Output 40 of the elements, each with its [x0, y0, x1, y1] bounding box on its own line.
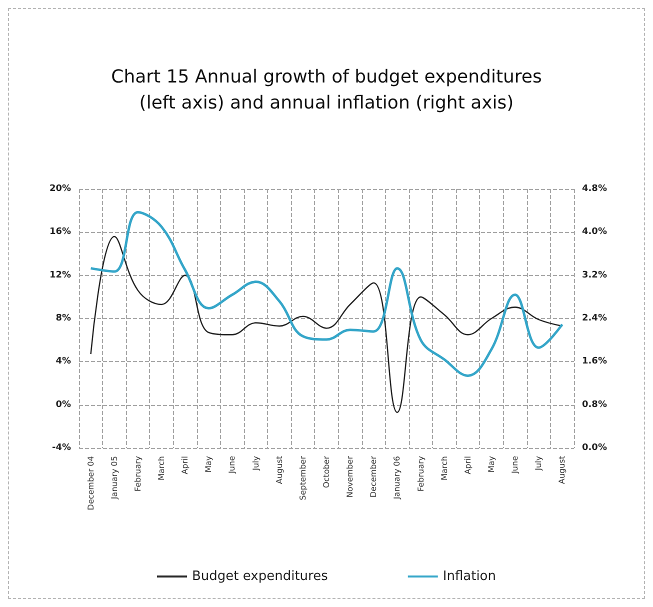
x-tick-label: July — [534, 456, 544, 472]
chart-title: Chart 15 Annual growth of budget expenditures (left axis) and annual inflation (right axis) — [111, 66, 542, 114]
y-tick-label: 16% — [49, 227, 71, 238]
x-tick-label: April — [463, 456, 472, 474]
y-tick-label: -4% — [52, 443, 71, 453]
y2-tick-label: 0.0% — [582, 443, 607, 453]
x-tick-label: November — [346, 455, 355, 498]
x-tick-label: January 06 — [392, 456, 402, 500]
x-tick-label: May — [204, 456, 214, 473]
y-tick-label: 12% — [49, 270, 71, 280]
legend-label: Inflation — [442, 569, 496, 584]
y-tick-label: 20% — [49, 184, 71, 194]
x-tick-label: April — [180, 456, 190, 474]
line-series — [90, 210, 564, 377]
x-tick-label: December — [369, 455, 378, 498]
x-tick-label: June — [510, 456, 520, 474]
y-tick-label: 8% — [56, 314, 71, 324]
y2-tick-label: 4.0% — [582, 227, 607, 238]
y2-tick-label: 1.6% — [582, 356, 607, 367]
x-tick-label: June — [228, 456, 237, 474]
legend-label: Budget expenditures — [192, 569, 328, 584]
x-tick-label: July — [251, 456, 260, 472]
x-tick-label: December 04 — [86, 456, 96, 510]
x-tick-label: August — [558, 456, 567, 484]
y2-tick-label: 3.2% — [582, 270, 607, 280]
line-series — [90, 236, 563, 414]
y-tick-label: 0% — [56, 400, 71, 410]
x-tick-label: January 05 — [110, 456, 119, 500]
x-tick-label: March — [440, 456, 449, 480]
y2-tick-label: 4.8% — [582, 184, 607, 194]
x-tick-label: September — [298, 455, 308, 500]
y2-tick-label: 2.4% — [582, 314, 607, 324]
x-tick-label: May — [487, 456, 496, 473]
x-tick-label: August — [274, 456, 284, 484]
x-tick-label: February — [416, 456, 426, 492]
y-tick-label: 4% — [56, 356, 71, 367]
x-tick-label: March — [157, 456, 166, 480]
x-tick-label: February — [133, 456, 142, 492]
x-tick-label: October — [322, 455, 331, 488]
y2-tick-label: 0.8% — [582, 400, 607, 410]
